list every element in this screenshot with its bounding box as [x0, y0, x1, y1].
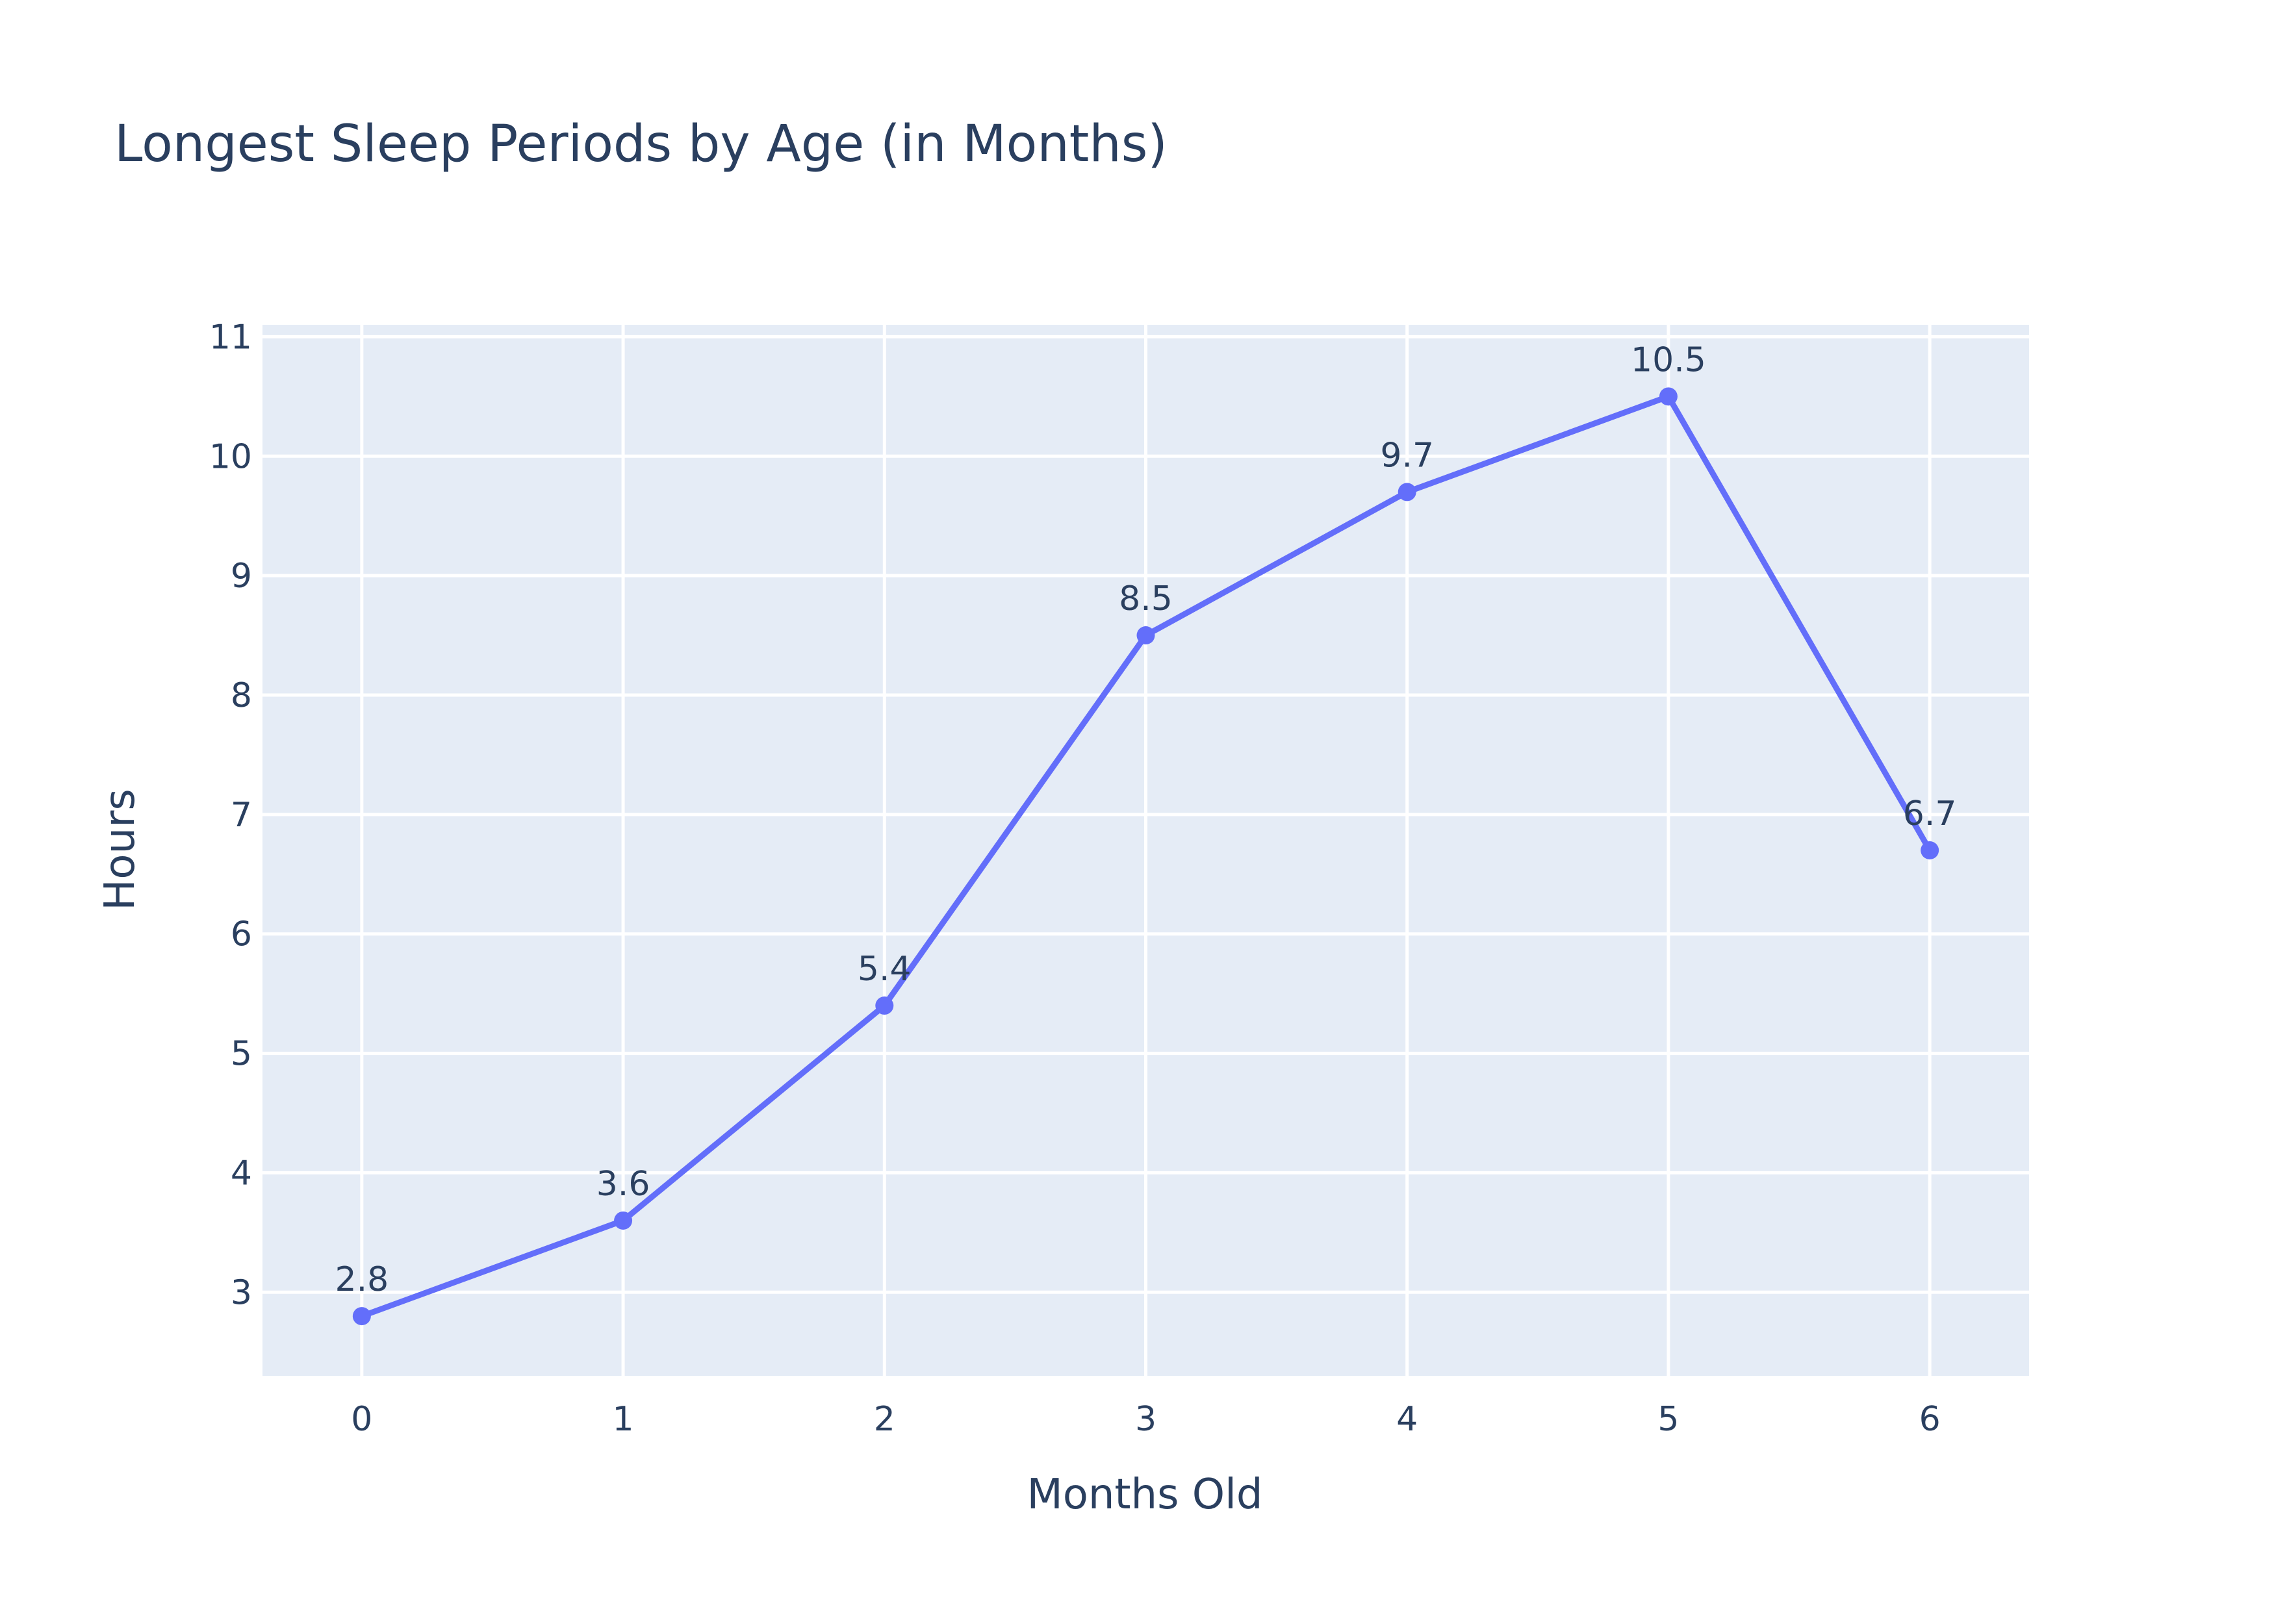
data-point [1136, 626, 1155, 645]
y-tick-label: 11 [209, 318, 252, 357]
series-layer [352, 387, 1939, 1326]
data-point-label: 9.7 [1380, 436, 1434, 475]
x-tick-label: 4 [1396, 1400, 1418, 1439]
data-point [875, 996, 894, 1015]
x-tick-label: 3 [1135, 1400, 1156, 1439]
data-labels: 2.8 3.6 5.4 8.5 9.7 10.5 6.7 [335, 340, 1956, 1299]
y-tick-label: 7 [231, 796, 252, 835]
y-axis-ticks: 3 4 5 6 7 8 9 10 11 [209, 318, 252, 1312]
data-point [1921, 841, 1939, 859]
data-point-label: 3.6 [596, 1165, 650, 1204]
x-axis-ticks: 0 1 2 3 4 5 6 [351, 1400, 1940, 1439]
y-tick-label: 5 [231, 1035, 252, 1074]
data-point [1659, 387, 1678, 406]
y-axis-title: Hours [96, 789, 144, 911]
data-point-label: 10.5 [1631, 340, 1706, 379]
data-point-label: 2.8 [335, 1260, 389, 1299]
x-axis-title: Months Old [1027, 1471, 1262, 1519]
y-tick-label: 3 [231, 1273, 252, 1312]
x-tick-label: 6 [1919, 1400, 1941, 1439]
y-tick-label: 6 [231, 915, 252, 954]
gridlines [262, 325, 2029, 1376]
data-point-label: 8.5 [1119, 579, 1173, 618]
chart-title: Longest Sleep Periods by Age (in Months) [114, 115, 1168, 173]
y-tick-label: 10 [209, 437, 252, 476]
y-tick-label: 9 [231, 557, 252, 596]
data-point-label: 5.4 [858, 950, 912, 989]
x-tick-label: 0 [351, 1400, 372, 1439]
data-point [352, 1307, 371, 1326]
x-tick-label: 1 [613, 1400, 634, 1439]
data-point [614, 1211, 633, 1230]
y-tick-label: 8 [231, 676, 252, 715]
x-tick-label: 2 [874, 1400, 895, 1439]
y-tick-label: 4 [231, 1154, 252, 1193]
data-point [1398, 483, 1416, 501]
data-point-label: 6.7 [1903, 794, 1957, 833]
x-tick-label: 5 [1657, 1400, 1679, 1439]
